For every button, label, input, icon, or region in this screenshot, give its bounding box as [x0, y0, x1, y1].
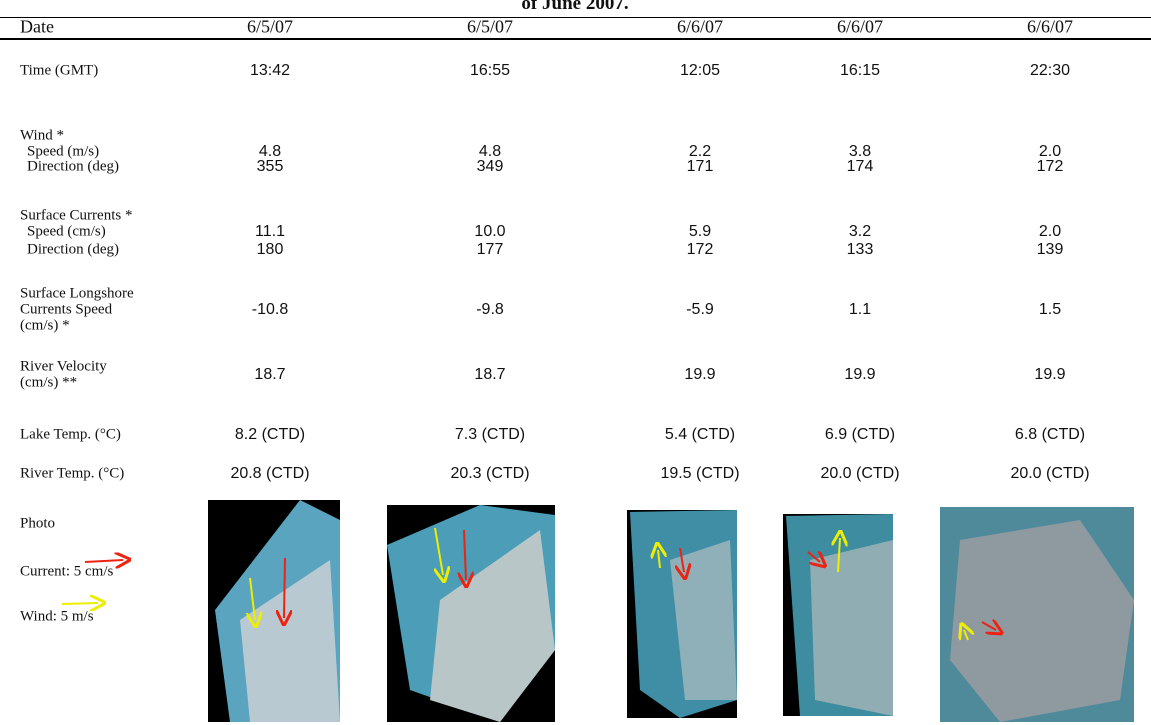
cell: 172 [1036, 158, 1064, 175]
header-cell: 6/6/07 [836, 16, 884, 37]
cell: 20.0 (CTD) [1010, 465, 1090, 482]
cell: 6.8 (CTD) [1014, 426, 1086, 443]
row-label: (cm/s) * [20, 317, 70, 334]
cell: 8.2 (CTD) [234, 426, 306, 443]
photo-5 [940, 507, 1134, 722]
cell: 7.3 (CTD) [454, 426, 526, 443]
current-legend: Current: 5 cm/s [20, 563, 114, 580]
cell: 19.5 (CTD) [660, 465, 740, 482]
cell: 10.0 [474, 223, 506, 240]
cell: 20.3 (CTD) [450, 465, 530, 482]
cell: 171 [686, 158, 714, 175]
row-label: River Velocity [20, 358, 107, 375]
cell: 133 [846, 241, 874, 258]
cell: 1.5 [1038, 301, 1062, 318]
cell: 2.2 [688, 143, 712, 160]
photo-2 [387, 505, 555, 722]
cell: 12:05 [679, 62, 721, 79]
row-label: Surface Currents * [20, 207, 133, 224]
cell: 5.4 (CTD) [664, 426, 736, 443]
cell: 16:15 [839, 62, 881, 79]
cell: 355 [256, 158, 284, 175]
subrow-label: Speed (m/s) [27, 143, 100, 160]
cell: 4.8 [478, 143, 502, 160]
row-label: Lake Temp. (°C) [20, 426, 121, 443]
cell: 3.8 [848, 143, 872, 160]
header-cell: 6/6/07 [1026, 16, 1074, 37]
wind-legend: Wind: 5 m/s [20, 608, 94, 625]
cell: 177 [476, 241, 504, 258]
top-rule [0, 17, 1151, 18]
cell: -10.8 [251, 301, 289, 318]
cell: 19.9 [844, 366, 876, 383]
cell: 2.0 [1038, 223, 1062, 240]
header-cell: 6/6/07 [676, 16, 724, 37]
cell: 20.8 (CTD) [230, 465, 310, 482]
cell: 172 [686, 241, 714, 258]
photo-4 [783, 514, 893, 716]
cell: 16:55 [469, 62, 511, 79]
row-label: Time (GMT) [20, 62, 99, 79]
cell: 11.1 [255, 223, 285, 240]
cell: 2.0 [1038, 143, 1062, 160]
row-label: Wind * [20, 127, 64, 144]
cell: -9.8 [476, 301, 504, 318]
cell: 180 [256, 241, 284, 258]
cell: 13:42 [249, 62, 291, 79]
cell: 6.9 (CTD) [824, 426, 896, 443]
cell: 4.8 [258, 143, 282, 160]
cell: 349 [476, 158, 504, 175]
cell: 19.9 [684, 366, 716, 383]
cell: 139 [1036, 241, 1064, 258]
header-cell: Date [20, 16, 54, 37]
cell: 19.9 [1034, 366, 1066, 383]
cell: 18.7 [474, 366, 506, 383]
cell: 1.1 [848, 301, 872, 318]
subrow-label: Direction (deg) [27, 158, 120, 175]
photo-1 [208, 500, 340, 722]
cell: -5.9 [686, 301, 714, 318]
header-cell: 6/5/07 [246, 16, 294, 37]
row-label: Surface Longshore [20, 285, 134, 302]
cell: 3.2 [848, 223, 872, 240]
cell: 22:30 [1029, 62, 1071, 79]
cell: 5.9 [688, 223, 712, 240]
title: of June 2007. [521, 0, 629, 14]
row-label: River Temp. (°C) [20, 465, 125, 482]
subrow-label: Direction (deg) [27, 241, 120, 258]
photo-3 [627, 510, 737, 718]
legend-arrows [61, 560, 123, 604]
photo-label: Photo [20, 515, 56, 532]
cell: 174 [846, 158, 874, 175]
subrow-label: Speed (cm/s) [27, 223, 106, 240]
cell: 20.0 (CTD) [820, 465, 900, 482]
row-label: (cm/s) ** [20, 374, 78, 391]
cell: 18.7 [254, 366, 286, 383]
header-cell: 6/5/07 [466, 16, 514, 37]
row-label: Currents Speed [20, 301, 113, 318]
header-rule [0, 38, 1151, 40]
